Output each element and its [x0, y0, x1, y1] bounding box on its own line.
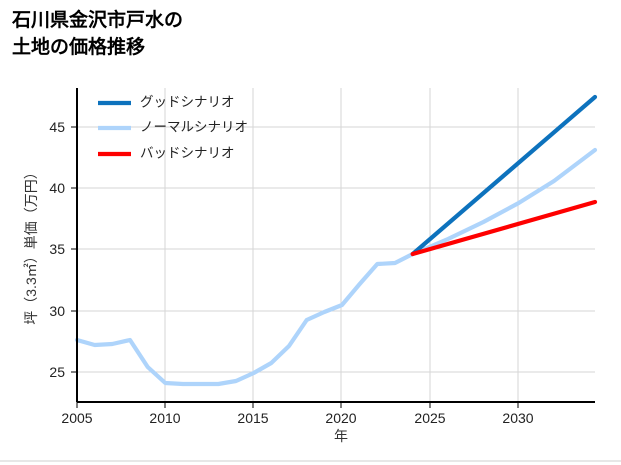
legend-label-bad: バッドシナリオ	[140, 146, 235, 161]
legend-label-normal: ノーマルシナリオ	[140, 120, 248, 135]
y-axis-tick-marks	[71, 126, 77, 373]
x-tick-label-2025: 2025	[414, 410, 445, 426]
x-tick-label-2030: 2030	[502, 410, 533, 426]
legend-item-good[interactable]: グッドシナリオ	[98, 95, 235, 110]
series-line-bad	[410, 199, 598, 257]
legend-label-good: グッドシナリオ	[140, 95, 235, 110]
horizontal-gridlines	[77, 126, 595, 373]
axis-lines	[76, 88, 595, 403]
legend-item-normal[interactable]: ノーマルシナリオ	[98, 120, 248, 135]
chart-title: 石川県金沢市戸水の 土地の価格推移	[12, 10, 184, 58]
y-tick-label-40: 40	[49, 180, 65, 196]
x-axis-tick-marks	[76, 402, 519, 408]
x-tick-label-2010: 2010	[149, 410, 180, 426]
y-axis-tick-labels: 45 40 35 30 25	[49, 119, 65, 380]
chart-legend: グッドシナリオ ノーマルシナリオ バッドシナリオ	[98, 95, 248, 161]
y-axis-title: 坪（3.3㎡）単価（万円）	[23, 165, 39, 324]
x-tick-label-2020: 2020	[325, 410, 356, 426]
y-tick-label-35: 35	[49, 241, 65, 257]
x-axis-tick-labels: 2005 2010 2015 2020 2025 2030	[61, 410, 533, 426]
y-tick-label-30: 30	[49, 303, 65, 319]
x-tick-label-2015: 2015	[237, 410, 268, 426]
y-tick-label-45: 45	[49, 119, 65, 135]
series-line-good	[410, 94, 598, 257]
legend-item-bad[interactable]: バッドシナリオ	[98, 146, 235, 161]
x-axis-title: 年	[334, 428, 348, 444]
x-tick-label-2005: 2005	[61, 410, 92, 426]
y-tick-label-25: 25	[49, 364, 65, 380]
series-line-normal	[74, 147, 598, 387]
